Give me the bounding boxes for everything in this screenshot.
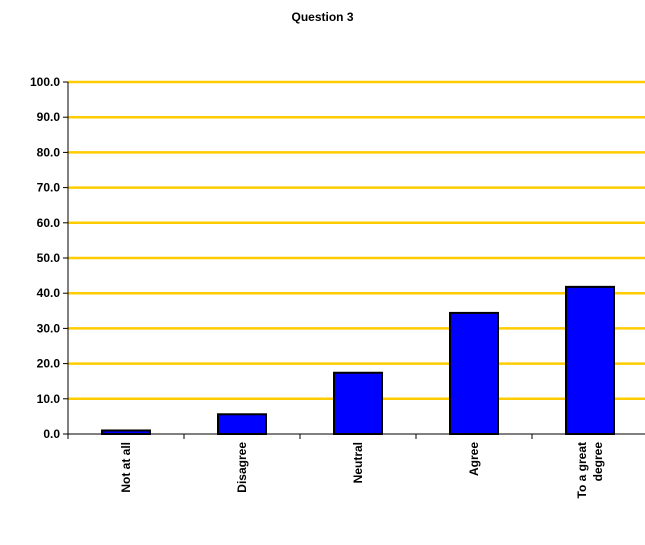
x-category-label: Not at all: [119, 442, 133, 493]
x-category-label: degree: [591, 442, 605, 482]
y-tick-label: 30.0: [37, 321, 61, 335]
bar-disagree: [217, 413, 267, 435]
bar-neutral: [333, 371, 383, 436]
bars: [101, 285, 615, 436]
y-tick-label: 40.0: [37, 286, 61, 300]
x-category-labels: Not at all Disagree Neutral Agree To a great…: [119, 442, 605, 499]
gridlines: [68, 80, 645, 401]
y-tick-label: 50.0: [37, 251, 61, 265]
x-category-label: Agree: [467, 442, 481, 476]
y-tick-label: 0.0: [43, 427, 60, 441]
bar-agree: [449, 311, 499, 435]
y-tick-label: 20.0: [37, 357, 61, 371]
y-tick-labels: 0.0 10.0 20.0 30.0 40.0 50.0 60.0 70.0 80.0 90.0 1…: [30, 75, 60, 441]
y-tick-label: 100.0: [30, 75, 60, 89]
y-tick-label: 70.0: [37, 181, 61, 195]
y-tick-label: 80.0: [37, 145, 61, 159]
chart-title: Question 3: [291, 10, 354, 24]
bar-not-at-all: [101, 429, 151, 436]
y-tick-label: 60.0: [37, 216, 61, 230]
y-tick-label: 90.0: [37, 110, 61, 124]
x-category-label: To a great: [575, 442, 589, 498]
x-category-label: Neutral: [351, 442, 365, 483]
x-category-label: Disagree: [235, 442, 249, 493]
bar-to-a-great-degree: [565, 285, 615, 436]
y-tick-label: 10.0: [37, 392, 61, 406]
